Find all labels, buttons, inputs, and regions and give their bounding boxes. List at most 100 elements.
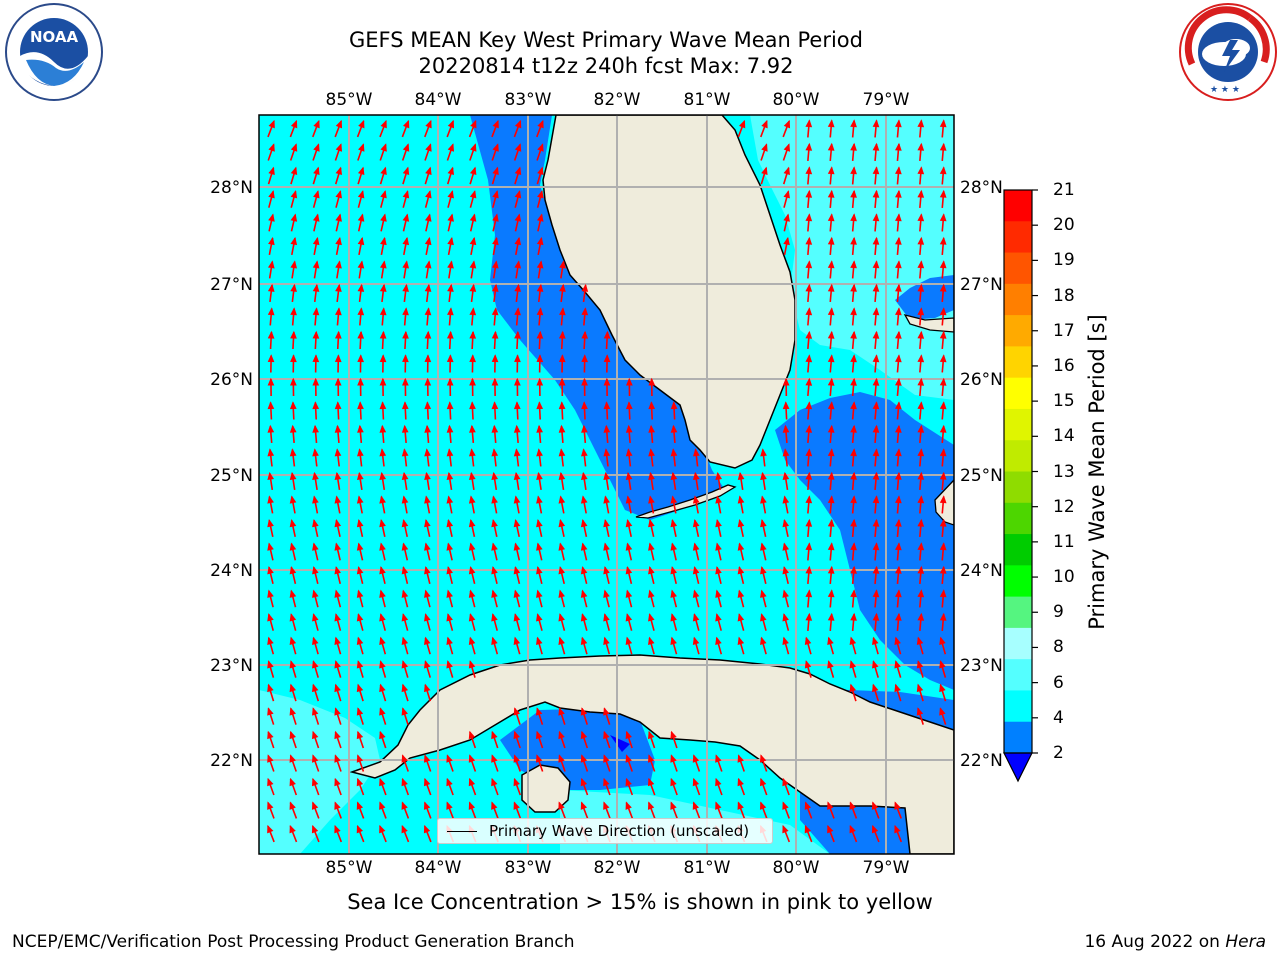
lon-label-top: 80°W [773, 90, 820, 110]
wave-arrow [827, 283, 835, 303]
wave-arrow [625, 448, 633, 467]
wave-arrow [379, 401, 387, 420]
wave-arrow [447, 190, 454, 208]
wave-arrow [603, 566, 610, 584]
wave-arrow [513, 801, 522, 819]
footer-host: Hera [1225, 932, 1266, 952]
wave-arrow [357, 401, 364, 420]
wave-arrow [402, 354, 409, 373]
wave-arrow [424, 307, 432, 326]
wave-arrow [290, 283, 297, 303]
wave-arrow [312, 613, 319, 631]
wave-arrow [648, 471, 655, 491]
wave-arrow [782, 636, 790, 655]
wave-arrow [289, 143, 298, 161]
wave-arrow [917, 213, 925, 232]
wave-arrow [559, 283, 566, 303]
wave-arrow [670, 801, 678, 819]
wave-arrow [356, 589, 364, 608]
wave-arrow [334, 589, 342, 608]
wave-arrow [648, 448, 655, 467]
wave-arrow [312, 307, 320, 326]
wave-arrow [401, 518, 409, 537]
wave-arrow [424, 213, 432, 232]
wave-arrow [356, 566, 364, 584]
wave-arrow [334, 471, 342, 491]
wave-arrow [648, 495, 655, 514]
wave-arrow [558, 401, 566, 420]
wave-arrow [424, 448, 431, 467]
wave-arrow [469, 260, 477, 279]
wave-arrow [558, 613, 566, 631]
land-cuba [349, 654, 954, 854]
wave-arrow [939, 142, 947, 162]
wave-arrow [446, 518, 454, 537]
wave-arrow [379, 683, 387, 702]
wave-arrow [715, 518, 722, 537]
wave-arrow [625, 424, 633, 444]
wave-arrow [379, 143, 387, 161]
wave-arrow [289, 824, 298, 843]
wave-arrow [939, 377, 947, 397]
wave-arrow [827, 377, 835, 397]
wave-arrow [715, 754, 723, 772]
lat-label-right: 28°N [960, 178, 1003, 198]
wave-arrow [491, 471, 499, 491]
wave-arrow [939, 401, 947, 420]
wave-arrow [917, 495, 925, 514]
wave-arrow [334, 801, 342, 819]
wave-arrow [468, 566, 476, 584]
wave-arrow [872, 448, 880, 467]
wave-arrow [805, 260, 813, 279]
wave-arrow [782, 518, 790, 537]
colorbar-tick-label: 9 [1053, 602, 1064, 623]
wave-arrow [447, 307, 454, 326]
wave-arrow [917, 612, 925, 632]
wave-arrow [357, 448, 364, 467]
wave-arrow [446, 613, 454, 631]
wave-arrow [737, 542, 745, 561]
wave-arrow [805, 213, 813, 232]
wave-arrow [760, 636, 767, 655]
wave-arrow [424, 566, 431, 584]
wave-arrow [312, 330, 320, 350]
wave-arrow [827, 142, 835, 162]
wave-arrow [289, 589, 297, 608]
lat-label-left: 27°N [210, 275, 253, 295]
wave-arrow [424, 589, 431, 608]
wave-arrow [827, 307, 835, 326]
wave-arrow [379, 518, 386, 537]
lat-label-right: 24°N [960, 561, 1003, 581]
wave-arrow [267, 119, 275, 138]
wave-arrow [312, 143, 320, 161]
wave-arrow [312, 660, 319, 678]
lat-label-left: 22°N [210, 751, 253, 771]
wave-arrow [446, 448, 454, 467]
wave-arrow [379, 613, 386, 631]
wave-arrow [580, 730, 589, 749]
wave-arrow [267, 660, 275, 678]
wave-arrow [939, 707, 947, 725]
wave-arrow [514, 377, 521, 397]
wave-arrow [491, 377, 499, 397]
wave-arrow [446, 566, 453, 584]
wave-arrow [804, 801, 813, 819]
wave-arrow [356, 495, 364, 514]
wave-arrow [850, 401, 857, 420]
wave-arrow [670, 495, 678, 514]
wave-arrow [670, 777, 678, 796]
wave-arrow [872, 213, 880, 232]
wave-arrow [581, 330, 589, 350]
wave-arrow [805, 424, 813, 444]
wave-arrow [603, 730, 611, 749]
wave-arrow [335, 190, 342, 208]
wave-arrow [895, 542, 902, 561]
wave-arrow [379, 542, 386, 561]
wave-arrow [267, 448, 275, 467]
wave-arrow [380, 236, 387, 255]
wave-arrow [782, 424, 790, 444]
wave-arrow [401, 401, 409, 420]
wave-arrow [558, 754, 566, 772]
wave-arrow [267, 566, 274, 584]
lon-label-bottom: 80°W [773, 858, 820, 878]
